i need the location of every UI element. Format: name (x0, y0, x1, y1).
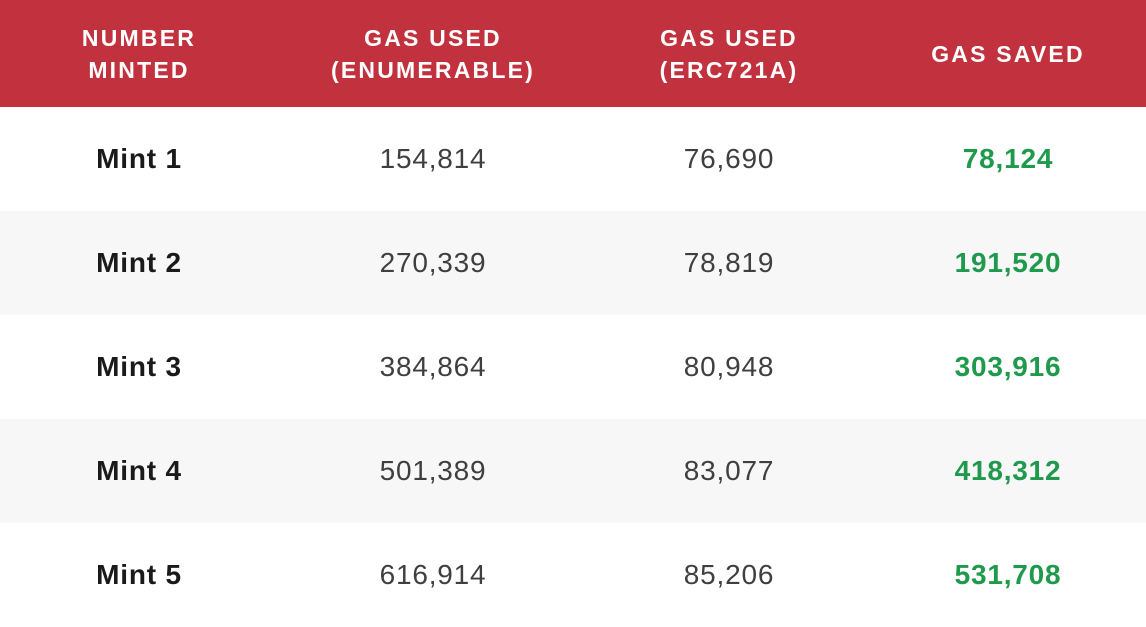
table-row: Mint 3 384,864 80,948 303,916 (0, 315, 1146, 419)
table-header: NUMBER MINTED GAS USED (ENUMERABLE) GAS … (0, 0, 1146, 107)
row-label: Mint 1 (96, 143, 182, 174)
header-gas-used-enumerable: GAS USED (ENUMERABLE) (331, 24, 535, 83)
gas-used-enumerable-value: 270,339 (379, 247, 487, 278)
row-label: Mint 3 (96, 351, 182, 382)
gas-used-erc721a-value: 76,690 (683, 143, 775, 174)
row-label: Mint 5 (96, 559, 182, 590)
gas-used-erc721a-value: 85,206 (683, 559, 775, 590)
row-label: Mint 2 (96, 247, 182, 278)
gas-used-enumerable-value: 384,864 (379, 351, 487, 382)
table-row: Mint 5 616,914 85,206 531,708 (0, 523, 1146, 627)
gas-saved-value: 418,312 (954, 455, 1062, 486)
gas-saved-value: 78,124 (962, 143, 1054, 174)
row-label: Mint 4 (96, 455, 182, 486)
gas-used-erc721a-value: 83,077 (683, 455, 775, 486)
gas-saved-value: 191,520 (954, 247, 1062, 278)
header-number-minted: NUMBER MINTED (81, 24, 197, 83)
table-row: Mint 2 270,339 78,819 191,520 (0, 211, 1146, 315)
gas-saved-value: 531,708 (954, 559, 1062, 590)
header-gas-used-erc721a: GAS USED (ERC721A) (659, 24, 799, 83)
gas-used-enumerable-value: 501,389 (379, 455, 487, 486)
header-gas-saved: GAS SAVED (931, 40, 1085, 67)
gas-used-enumerable-value: 616,914 (379, 559, 487, 590)
gas-used-erc721a-value: 80,948 (683, 351, 775, 382)
gas-used-erc721a-value: 78,819 (683, 247, 775, 278)
gas-saved-value: 303,916 (954, 351, 1062, 382)
table-row: Mint 1 154,814 76,690 78,124 (0, 107, 1146, 211)
table-row: Mint 4 501,389 83,077 418,312 (0, 419, 1146, 523)
gas-used-enumerable-value: 154,814 (379, 143, 487, 174)
